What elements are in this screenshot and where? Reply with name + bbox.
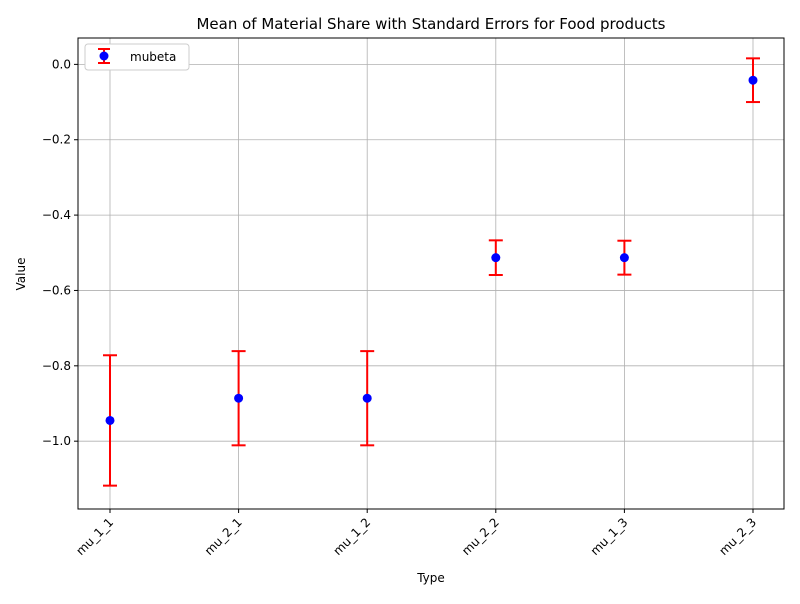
y-tick-label: −0.8 — [42, 359, 71, 373]
legend-box — [84, 43, 190, 71]
x-tick-label: mu_1_3 — [588, 515, 631, 558]
y-tick-label: −1.0 — [42, 434, 71, 448]
data-point — [105, 415, 115, 425]
legend-label: mubeta — [130, 50, 176, 64]
legend-errorbar-marker-icon — [98, 48, 110, 64]
x-axis-ticks: mu_1_1 mu_2_1 mu_1_2 mu_2_2 mu_1_3 mu_2_3 — [73, 509, 759, 558]
x-tick-label: mu_2_2 — [459, 515, 502, 558]
x-axis-label: Type — [416, 571, 445, 585]
data-point — [619, 253, 629, 263]
data-point — [748, 75, 758, 85]
y-axis-ticks: 0.0 −0.2 −0.4 −0.6 −0.8 −1.0 — [42, 57, 78, 448]
data-point — [491, 253, 501, 263]
legend: mubeta — [84, 43, 190, 71]
y-tick-label: 0.0 — [52, 57, 71, 71]
x-tick-label: mu_1_2 — [330, 515, 373, 558]
legend-marker — [99, 51, 109, 61]
y-tick-label: −0.4 — [42, 208, 71, 222]
x-tick-label: mu_2_3 — [716, 515, 759, 558]
data-point — [362, 393, 372, 403]
y-axis-label: Value — [14, 258, 28, 291]
grid — [78, 38, 784, 509]
y-tick-label: −0.2 — [42, 133, 71, 147]
data-point — [234, 393, 244, 403]
x-tick-label: mu_1_1 — [73, 515, 116, 558]
x-tick-label: mu_2_1 — [202, 515, 245, 558]
error-bars — [103, 57, 760, 487]
plot-area-frame — [77, 37, 785, 510]
data-points — [105, 75, 758, 425]
chart-title: Mean of Material Share with Standard Err… — [196, 15, 665, 33]
y-tick-label: −0.6 — [42, 283, 71, 297]
